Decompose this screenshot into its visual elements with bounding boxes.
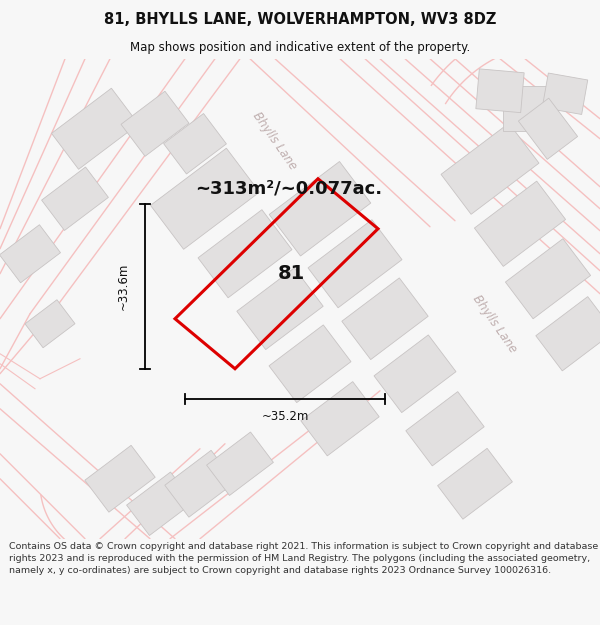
Polygon shape [441,123,539,214]
Polygon shape [164,114,226,174]
Text: Map shows position and indicative extent of the property.: Map shows position and indicative extent… [130,41,470,54]
Polygon shape [542,73,588,114]
Polygon shape [41,167,109,231]
Polygon shape [503,86,557,131]
Polygon shape [127,472,193,536]
Polygon shape [0,225,61,282]
Polygon shape [342,278,428,359]
Polygon shape [151,148,259,249]
Polygon shape [85,446,155,512]
Polygon shape [301,382,379,456]
Text: ~35.2m: ~35.2m [262,410,308,423]
Polygon shape [198,210,292,298]
Polygon shape [518,98,578,159]
Text: Bhylls Lane: Bhylls Lane [470,292,520,355]
Polygon shape [25,300,75,348]
Polygon shape [269,325,351,402]
Text: Bhylls Lane: Bhylls Lane [250,109,299,172]
Polygon shape [374,335,456,412]
Polygon shape [476,69,524,112]
Polygon shape [406,392,484,466]
Polygon shape [165,451,235,517]
Polygon shape [237,268,323,349]
Polygon shape [52,88,139,169]
Polygon shape [437,448,512,519]
Polygon shape [121,91,189,156]
Text: ~313m²/~0.077ac.: ~313m²/~0.077ac. [195,180,382,198]
Polygon shape [536,297,600,371]
Text: 81: 81 [278,264,305,283]
Polygon shape [308,220,402,308]
Polygon shape [505,239,590,319]
Polygon shape [475,181,566,266]
Text: Contains OS data © Crown copyright and database right 2021. This information is : Contains OS data © Crown copyright and d… [9,542,598,575]
Text: ~33.6m: ~33.6m [116,262,130,310]
Polygon shape [269,161,371,256]
Polygon shape [206,432,274,496]
Text: 81, BHYLLS LANE, WOLVERHAMPTON, WV3 8DZ: 81, BHYLLS LANE, WOLVERHAMPTON, WV3 8DZ [104,12,496,27]
